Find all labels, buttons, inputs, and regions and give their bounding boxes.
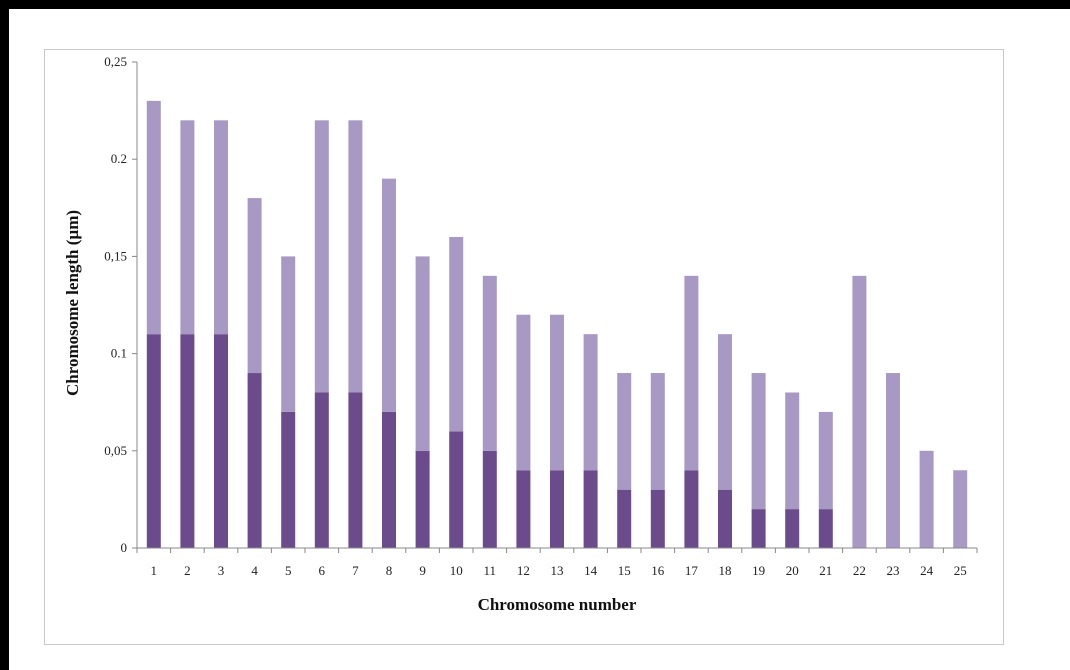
axes-group: 00,050.10,150.20,251 2 3 4 5 6 7 8 9 10 11 12 13 14 15… [104,54,978,578]
bar-chr19-seg2 [751,373,766,510]
x-tick-label: 5 [285,563,292,578]
x-tick-label: 23 [887,563,900,578]
x-tick-label: 17 [685,563,699,578]
bar-chr4-seg1 [247,373,262,548]
bar-chr20-seg2 [785,392,800,510]
bar-chr9-seg2 [415,256,430,451]
bar-chr17-seg2 [684,275,699,471]
bars-group [146,100,968,548]
bar-chr7-seg1 [348,392,363,548]
x-tick-label: 9 [419,563,426,578]
x-tick-label: 2 [184,563,191,578]
bar-chr12-seg1 [516,470,531,548]
bar-chr8-seg1 [382,411,396,548]
bar-chr11-seg2 [482,275,497,451]
bar-chr3-seg2 [214,120,228,335]
x-tick-label: 3 [218,563,225,578]
x-tick-label: 18 [719,563,732,578]
bar-chr18-seg1 [718,489,732,548]
bar-chr23-seg2 [886,373,900,548]
bar-chr6-seg2 [314,120,329,393]
bar-chr1-seg1 [146,334,161,548]
bar-chr14-seg2 [583,334,598,471]
y-tick-label: 0,15 [104,248,127,263]
x-tick-label: 16 [651,563,665,578]
y-tick-label: 0,25 [104,54,127,69]
x-tick-label: 10 [450,563,463,578]
bar-chr4-seg2 [247,198,262,374]
bar-chr14-seg1 [583,470,598,548]
x-tick-label: 7 [352,563,359,578]
bar-chr5-seg2 [281,256,296,412]
bar-chr6-seg1 [314,392,329,548]
bar-chr17-seg1 [684,470,699,548]
y-tick-label: 0.1 [111,346,127,361]
bar-chr3-seg1 [214,334,228,548]
bar-chr18-seg2 [718,334,732,490]
x-tick-label: 15 [618,563,631,578]
bar-chr24-seg2 [919,450,934,548]
bar-chr10-seg1 [449,431,464,548]
bar-chr21-seg1 [818,509,833,548]
x-tick-label: 1 [151,563,158,578]
x-tick-label: 19 [752,563,765,578]
bar-chr15-seg2 [617,373,632,490]
x-tick-label: 22 [853,563,866,578]
bar-chr13-seg2 [550,314,564,471]
y-tick-label: 0,05 [104,443,127,458]
bar-chr9-seg1 [415,450,430,548]
bar-chr16-seg1 [650,489,665,548]
x-axis-title: Chromosome number [478,595,637,614]
bar-chr2-seg1 [180,334,195,548]
bar-chr16-seg2 [650,373,665,490]
bar-chr12-seg2 [516,314,531,471]
bar-chr15-seg1 [617,489,632,548]
x-tick-label: 8 [386,563,393,578]
x-tick-label: 13 [551,563,564,578]
x-tick-label: 6 [319,563,326,578]
x-tick-label: 20 [786,563,799,578]
bar-chr19-seg1 [751,509,766,548]
bar-chr21-seg2 [818,411,833,510]
bar-chr10-seg2 [449,236,464,432]
y-tick-label: 0.2 [111,151,127,166]
x-tick-label: 24 [920,563,934,578]
y-tick-label: 0 [121,540,128,555]
y-axis-title: Chromosome length (µm) [63,210,82,396]
bar-chr1-seg2 [146,100,161,335]
x-tick-label: 21 [819,563,832,578]
bar-chr13-seg1 [550,470,564,548]
bar-chr11-seg1 [482,450,497,548]
x-tick-label: 14 [584,563,598,578]
bar-chr7-seg2 [348,120,363,393]
x-tick-label: 25 [954,563,967,578]
bar-chr25-seg2 [953,470,968,548]
bar-chr8-seg2 [382,178,396,412]
x-tick-label: 4 [251,563,258,578]
bar-chr20-seg1 [785,509,800,548]
x-tick-label: 12 [517,563,530,578]
bar-chr5-seg1 [281,411,296,548]
x-tick-label: 11 [484,563,497,578]
bar-chr22-seg2 [852,275,867,548]
bar-chr2-seg2 [180,120,195,335]
